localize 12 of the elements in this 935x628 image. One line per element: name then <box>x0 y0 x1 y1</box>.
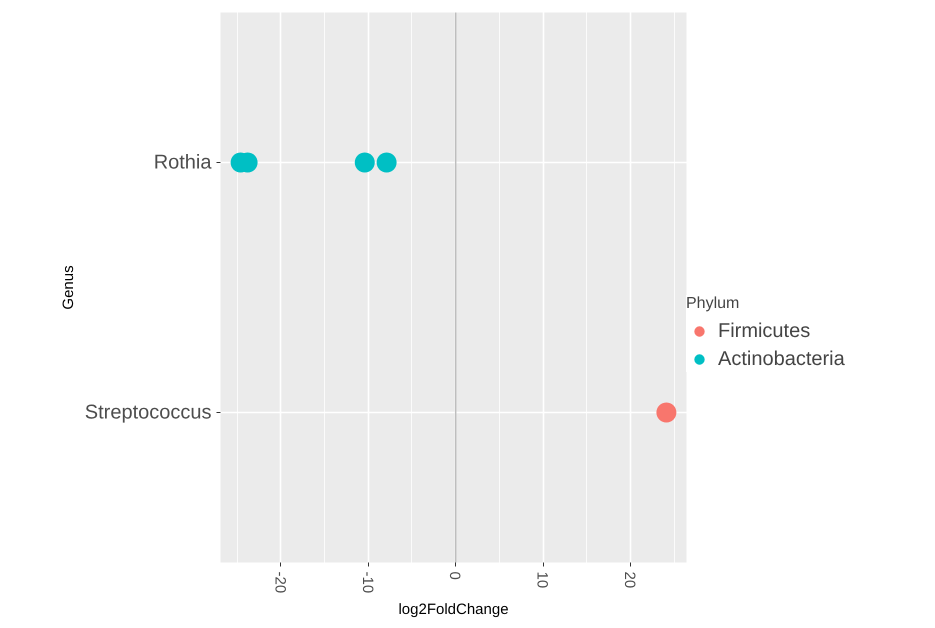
legend-title: Phylum <box>686 295 740 313</box>
legend-label: Firmicutes <box>718 320 810 342</box>
y-tick-label: Rothia <box>154 152 212 174</box>
x-tick-label: 10 <box>534 572 551 588</box>
y-tick-label: Streptococcus <box>84 402 212 424</box>
x-axis-title: log2FoldChange <box>398 601 509 618</box>
x-tick-label: 20 <box>621 572 638 588</box>
x-tick-label: -10 <box>358 572 376 594</box>
x-tick-label: 0 <box>446 572 464 580</box>
legend-label: Actinobacteria <box>718 348 845 370</box>
y-axis-title: Genus <box>60 265 77 310</box>
x-tick-label: -20 <box>271 572 288 594</box>
